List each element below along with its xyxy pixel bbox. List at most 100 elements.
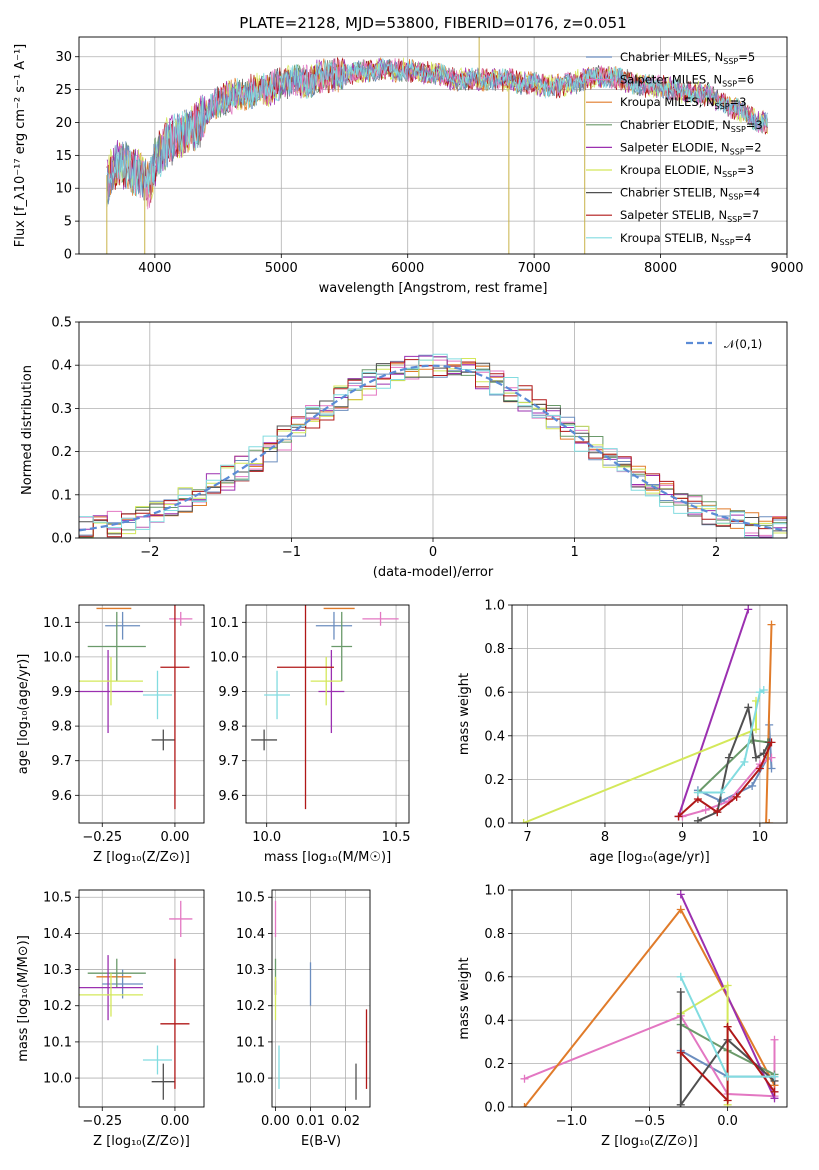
weight-line-kroupa-miles: [765, 624, 773, 823]
histogram-salpeter-stelib: [79, 359, 787, 538]
x-tick-label: 2: [712, 545, 720, 560]
y-tick-label: 10.1: [236, 1035, 265, 1050]
plus-marker: [755, 764, 764, 773]
plus-marker: [748, 781, 757, 790]
y-tick-label: 0.0: [484, 817, 505, 832]
y-tick-label: 0.6: [484, 686, 505, 701]
y-tick-label: 9.7: [51, 754, 72, 769]
plot-area: [520, 890, 779, 1107]
x-tick-label: −0.5: [634, 1114, 666, 1129]
x-axis-label: age [log₁₀(age/yr)]: [589, 850, 710, 865]
y-tick-label: 9.9: [51, 685, 72, 700]
errorbar-point: [79, 955, 143, 1021]
panel-mass-vs-Z: −0.25 0.00 10.0 10.1 10.2 10.3 10.4 10.5 Z [log₁…: [16, 889, 205, 1149]
plus-marker: [676, 890, 685, 899]
axes-frame: [245, 604, 410, 824]
y-tick-label: 0.4: [484, 729, 505, 744]
legend-entry: Salpeter MILES, NSSP=6: [620, 73, 754, 89]
y-tick-label: 10.0: [43, 1072, 72, 1087]
plus-marker: [717, 788, 726, 797]
legend-entry: Salpeter STELIB, NSSP=7: [620, 208, 759, 224]
y-tick-label: 10.5: [236, 891, 265, 906]
x-tick-label: 10.5: [382, 830, 411, 845]
legend-entry: Chabrier ELODIE, NSSP=3: [620, 118, 763, 134]
panel-weight-vs-age: 7 8 9 10 0.0 0.2 0.4 0.6 0.8 1.0 age [log₁₀(age/yr…: [457, 599, 788, 865]
y-tick-label: 10.0: [210, 650, 239, 665]
x-axis-label: wavelength [Angstrom, rest frame]: [319, 281, 548, 296]
x-tick-label: −1: [282, 545, 301, 560]
x-tick-label: 8: [601, 830, 609, 845]
plus-marker: [676, 1048, 685, 1057]
plot-area: [79, 353, 787, 538]
legend-entry: Chabrier MILES, NSSP=5: [620, 50, 755, 66]
y-tick-label: 10.4: [43, 927, 72, 942]
y-axis-label: mass weight: [457, 957, 472, 1039]
plot-area: [519, 605, 776, 823]
legend-entry: Kroupa STELIB, NSSP=4: [620, 231, 751, 247]
errorbar-point: [169, 900, 193, 938]
spectrum-line-salpeter-miles: [106, 58, 768, 210]
plus-marker: [520, 1074, 529, 1083]
plot-area: [79, 900, 193, 1100]
y-axis-label: mass [log₁₀(M/M⊙)]: [16, 935, 31, 1062]
errorbar-point: [264, 670, 290, 720]
y-axis-label: mass weight: [457, 673, 472, 755]
axes-frame: [78, 604, 205, 824]
x-axis-label: (data-model)/error: [373, 565, 494, 580]
errorbar-point: [160, 605, 190, 810]
plus-marker: [752, 753, 761, 762]
y-tick-label: 0.1: [51, 488, 72, 503]
x-tick-label: 0: [429, 545, 437, 560]
y-tick-label: 15: [55, 149, 72, 164]
plus-marker: [676, 905, 685, 914]
plus-marker: [767, 764, 776, 773]
y-tick-label: 0.0: [484, 1101, 505, 1116]
errorbar-point: [151, 1063, 175, 1100]
x-tick-label: 8000: [644, 261, 677, 276]
x-tick-label: 0.00: [160, 830, 189, 845]
y-axis-label: age [log₁₀(age/yr)]: [16, 654, 31, 775]
plus-marker: [767, 620, 776, 629]
errorbar-point: [151, 729, 175, 751]
plus-marker: [723, 981, 732, 990]
x-axis-label: Z [log₁₀(Z/Z⊙)]: [93, 850, 190, 865]
errorbar-point: [277, 605, 334, 810]
gridlines: [272, 890, 370, 1107]
plus-marker: [759, 686, 768, 695]
axes-frame: [78, 321, 788, 539]
plus-marker: [676, 1100, 685, 1107]
plus-marker: [762, 819, 771, 823]
legend-entry: 𝒩(0,1): [724, 337, 762, 351]
y-tick-label: 9.8: [51, 720, 72, 735]
plus-marker: [701, 805, 710, 814]
panel-spectrum: 4000 5000 6000 7000 8000 9000 0 5 10 15 20 25 30 wave…: [13, 36, 804, 296]
plus-marker: [744, 703, 753, 712]
x-tick-label: −2: [140, 545, 159, 560]
panel-mass-vs-EBV: 0.00 0.01 0.02 10.0 10.1 10.2 10.3 10.4 10.5 E(B-…: [236, 889, 371, 1149]
y-tick-label: 0: [64, 248, 72, 263]
y-tick-label: 10.4: [236, 927, 265, 942]
legend: Chabrier MILES, NSSP=5 Salpeter MILES, NS…: [586, 50, 763, 247]
y-tick-label: 0.0: [51, 532, 72, 547]
y-tick-label: 0.4: [484, 1014, 505, 1029]
x-axis-label: E(B-V): [301, 1134, 341, 1149]
plus-marker: [676, 972, 685, 981]
spectrum-line-kroupa-stelib: [106, 57, 768, 199]
x-tick-label: 5000: [265, 261, 298, 276]
x-tick-label: −1.0: [556, 1114, 588, 1129]
plus-marker: [724, 753, 733, 762]
x-tick-label: 0.01: [296, 1114, 325, 1129]
errorbar-point: [87, 958, 146, 988]
plus-marker: [676, 987, 685, 996]
plus-marker: [520, 1103, 529, 1107]
x-tick-label: 0.00: [160, 1114, 189, 1129]
panels: 4000 5000 6000 7000 8000 9000051015202530wave…: [13, 36, 804, 1149]
y-tick-label: 10.2: [236, 999, 265, 1014]
x-tick-label: 7: [523, 830, 531, 845]
x-axis-label: Z [log₁₀(Z/Z⊙)]: [601, 1134, 698, 1149]
y-tick-label: 10.3: [236, 963, 265, 978]
x-tick-label: 1: [570, 545, 578, 560]
errorbar-point: [160, 958, 190, 1089]
plus-marker: [723, 1096, 732, 1105]
